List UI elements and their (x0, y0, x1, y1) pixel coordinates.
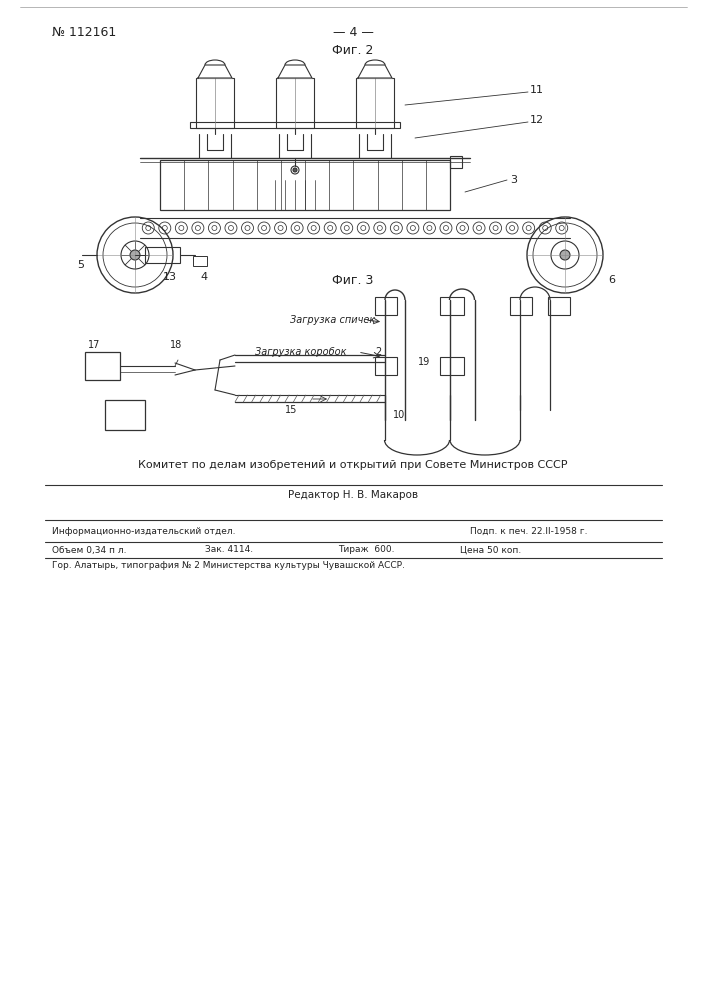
Polygon shape (198, 65, 232, 78)
Bar (375, 297, 397, 315)
Text: Объем 0,34 п л.: Объем 0,34 п л. (52, 546, 127, 554)
Text: Тираж  600.: Тираж 600. (338, 546, 395, 554)
Text: 6: 6 (608, 275, 615, 285)
Bar (105, 400, 145, 430)
Circle shape (560, 250, 570, 260)
Text: Информационно-издательский отдел.: Информационно-издательский отдел. (52, 526, 235, 536)
Bar (440, 357, 464, 375)
Text: 11: 11 (530, 85, 544, 95)
Text: 3: 3 (510, 175, 517, 185)
Bar (190, 122, 400, 128)
Text: Фиг. 2: Фиг. 2 (332, 43, 374, 56)
Bar (510, 297, 532, 315)
Polygon shape (358, 65, 392, 78)
Bar (440, 297, 464, 315)
Text: 18: 18 (170, 340, 182, 350)
Text: Подп. к печ. 22.II-1958 г.: Подп. к печ. 22.II-1958 г. (470, 526, 588, 536)
Text: 10: 10 (393, 410, 405, 420)
Text: 19: 19 (418, 357, 431, 367)
Text: Гор. Алатырь, типография № 2 Министерства культуры Чувашской АССР.: Гор. Алатырь, типография № 2 Министерств… (52, 560, 405, 570)
Bar (145, 247, 180, 263)
Bar (375, 357, 397, 375)
Text: 13: 13 (163, 272, 177, 282)
Bar (193, 256, 207, 266)
Text: Комитет по делам изобретений и открытий при Совете Министров СССР: Комитет по делам изобретений и открытий … (139, 460, 568, 470)
Text: 2: 2 (375, 347, 381, 357)
Bar (548, 297, 570, 315)
Bar (85, 352, 120, 380)
Text: Редактор Н. В. Макаров: Редактор Н. В. Макаров (288, 490, 418, 500)
Bar (356, 78, 394, 128)
Text: 12: 12 (530, 115, 544, 125)
Text: 17: 17 (88, 340, 100, 350)
Bar (450, 156, 462, 168)
Text: 15: 15 (285, 405, 298, 415)
Text: 5: 5 (77, 260, 84, 270)
Text: Зак. 4114.: Зак. 4114. (205, 546, 253, 554)
Circle shape (130, 250, 140, 260)
Text: — 4 —: — 4 — (332, 25, 373, 38)
Text: 4: 4 (200, 272, 207, 282)
Polygon shape (278, 65, 312, 78)
Bar (276, 78, 314, 128)
Bar (160, 160, 450, 210)
Circle shape (293, 168, 297, 172)
Text: Загрузка спичек: Загрузка спичек (290, 315, 375, 325)
Text: Фиг. 3: Фиг. 3 (332, 273, 374, 286)
Text: Загрузка коробок: Загрузка коробок (255, 347, 346, 357)
Bar (196, 78, 234, 128)
Text: Цена 50 коп.: Цена 50 коп. (460, 546, 521, 554)
Text: № 112161: № 112161 (52, 25, 116, 38)
